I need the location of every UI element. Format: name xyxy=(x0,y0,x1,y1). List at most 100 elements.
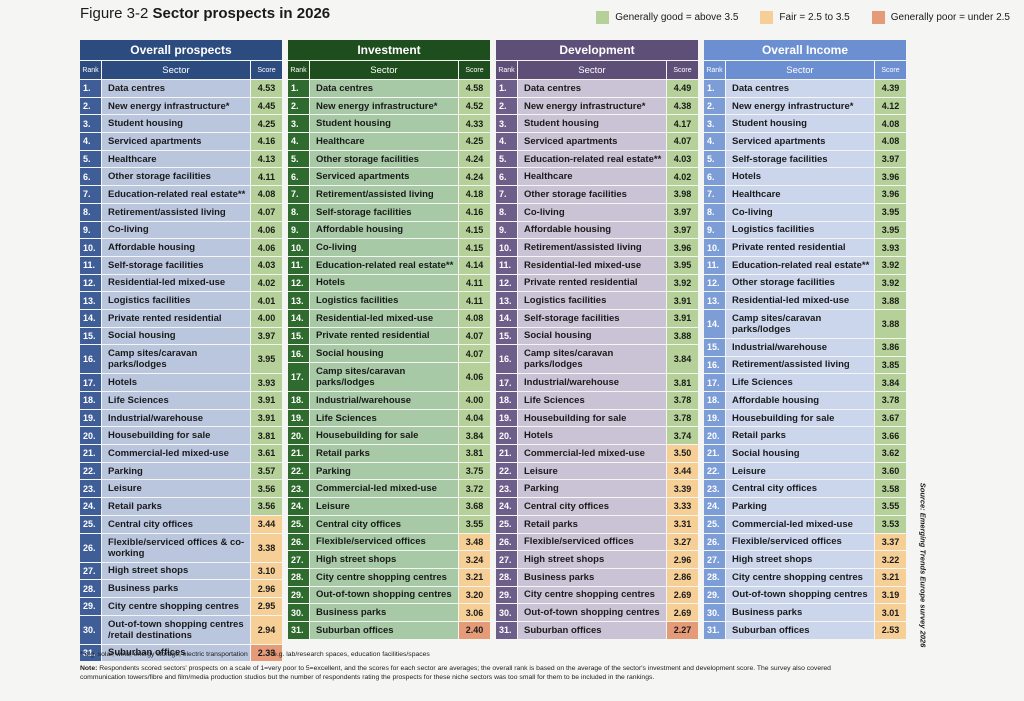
sector-cell: Industrial/warehouse xyxy=(726,338,874,356)
rank-cell: 2. xyxy=(704,97,725,115)
table-row: 18. Life Sciences 3.91 xyxy=(80,392,282,409)
table-row: 1. Data centres 4.53 xyxy=(80,80,282,97)
figure-title-bold: Sector prospects in 2026 xyxy=(152,5,331,22)
sector-cell: Student housing xyxy=(310,115,458,133)
sector-cell: Hotels xyxy=(102,374,250,391)
table-investment: Investment Rank Sector Score 1. Data centres 4… xyxy=(288,40,490,662)
table-row: 3. Student housing 4.08 xyxy=(704,115,906,133)
table-row: 30. Out-of-town shopping centres 2.69 xyxy=(496,604,698,621)
sector-cell: Flexible/serviced offices xyxy=(310,533,458,551)
score-cell: 4.38 xyxy=(667,97,698,115)
sector-cell: Co-living xyxy=(102,221,250,239)
sector-cell: Social housing xyxy=(518,327,666,345)
rank-cell: 13. xyxy=(80,292,101,309)
rank-cell: 28. xyxy=(704,568,725,586)
sector-cell: Central city offices xyxy=(726,480,874,498)
table-row: 26. Flexible/serviced offices 3.37 xyxy=(704,533,906,551)
rank-cell: 7. xyxy=(704,186,725,203)
table-row: 18. Industrial/warehouse 4.00 xyxy=(288,392,490,409)
table-row: 14. Self-storage facilities 3.91 xyxy=(496,309,698,327)
rank-cell: 21. xyxy=(288,445,309,462)
score-cell: 3.96 xyxy=(667,239,698,256)
score-cell: 3.78 xyxy=(667,392,698,409)
column-headers: Rank Sector Score xyxy=(704,61,906,79)
sector-cell: Life Sciences xyxy=(726,374,874,391)
score-cell: 2.53 xyxy=(875,621,906,639)
sector-cell: Co-living xyxy=(518,203,666,221)
sector-cell: Education-related real estate** xyxy=(726,256,874,274)
sector-cell: Healthcare xyxy=(518,168,666,186)
table-row: 24. Retail parks 3.56 xyxy=(80,498,282,515)
rank-cell: 26. xyxy=(704,533,725,551)
score-cell: 4.07 xyxy=(459,327,490,345)
score-cell: 3.60 xyxy=(875,462,906,480)
footnote-single-star: * e.g. solar, wind, energy storage, elec… xyxy=(80,651,248,658)
score-cell: 3.55 xyxy=(875,498,906,515)
table-row: 7. Education-related real estate** 4.08 xyxy=(80,186,282,203)
rank-cell: 31. xyxy=(80,644,101,662)
rank-cell: 15. xyxy=(288,327,309,345)
score-cell: 3.56 xyxy=(251,480,282,498)
rank-cell: 16. xyxy=(80,345,101,374)
table-row: 12. Hotels 4.11 xyxy=(288,274,490,292)
table-row: 8. Co-living 3.95 xyxy=(704,203,906,221)
sector-cell: Other storage facilities xyxy=(310,150,458,168)
figure-title-prefix: Figure 3-2 xyxy=(80,5,153,22)
sector-cell: Serviced apartments xyxy=(726,133,874,150)
sector-cell: Business parks xyxy=(726,604,874,621)
score-cell: 3.21 xyxy=(875,568,906,586)
rank-cell: 25. xyxy=(496,515,517,533)
legend-poor: Generally poor = under 2.5 xyxy=(871,11,1010,24)
rank-cell: 4. xyxy=(288,133,309,150)
score-cell: 3.72 xyxy=(459,480,490,498)
table-row: 15. Private rented residential 4.07 xyxy=(288,327,490,345)
score-cell: 3.31 xyxy=(667,515,698,533)
table-row: 20. Housebuilding for sale 3.84 xyxy=(288,427,490,445)
score-cell: 3.97 xyxy=(875,150,906,168)
table-row: 11. Residential-led mixed-use 3.95 xyxy=(496,256,698,274)
table-row: 21. Commercial-led mixed-use 3.50 xyxy=(496,445,698,462)
rank-cell: 9. xyxy=(704,221,725,239)
rank-cell: 7. xyxy=(496,186,517,203)
sector-cell: Private rented residential xyxy=(102,309,250,327)
rank-cell: 28. xyxy=(288,568,309,586)
table-row: 21. Retail parks 3.81 xyxy=(288,445,490,462)
sector-cell: Student housing xyxy=(726,115,874,133)
score-cell: 4.07 xyxy=(251,203,282,221)
score-cell: 4.08 xyxy=(875,133,906,150)
score-cell: 4.07 xyxy=(667,133,698,150)
sector-cell: Hotels xyxy=(726,168,874,186)
rank-cell: 29. xyxy=(80,597,101,615)
sector-cell: Business parks xyxy=(518,568,666,586)
table-row: 15. Social housing 3.88 xyxy=(496,327,698,345)
rank-cell: 22. xyxy=(288,462,309,480)
sector-cell: Commercial-led mixed-use xyxy=(102,445,250,462)
score-cell: 3.10 xyxy=(251,562,282,580)
score-cell: 3.91 xyxy=(667,292,698,309)
sector-cell: Co-living xyxy=(310,239,458,256)
table-row: 28. City centre shopping centres 3.21 xyxy=(288,568,490,586)
score-cell: 4.08 xyxy=(251,186,282,203)
rank-cell: 27. xyxy=(288,551,309,568)
sector-cell: Education-related real estate** xyxy=(518,150,666,168)
score-cell: 3.84 xyxy=(875,374,906,391)
table-row: 16. Social housing 4.07 xyxy=(288,345,490,362)
rank-cell: 13. xyxy=(288,292,309,309)
table-row: 3. Student housing 4.25 xyxy=(80,115,282,133)
score-cell: 3.92 xyxy=(875,274,906,292)
rank-cell: 23. xyxy=(80,480,101,498)
table-row: 9. Affordable housing 3.97 xyxy=(496,221,698,239)
score-cell: 2.95 xyxy=(251,597,282,615)
rank-cell: 28. xyxy=(80,580,101,597)
column-headers: Rank Sector Score xyxy=(288,61,490,79)
sector-cell: Education-related real estate** xyxy=(102,186,250,203)
table-row: 27. High street shops 3.10 xyxy=(80,562,282,580)
score-cell: 3.81 xyxy=(251,427,282,445)
table-row: 3. Student housing 4.17 xyxy=(496,115,698,133)
table-row: 22. Parking 3.57 xyxy=(80,462,282,480)
column-header-rank: Rank xyxy=(496,61,517,79)
sector-cell: Out-of-town shopping centres /retail des… xyxy=(102,615,250,644)
score-cell: 3.22 xyxy=(875,551,906,568)
table-row: 12. Residential-led mixed-use 4.02 xyxy=(80,274,282,292)
sector-cell: Social housing xyxy=(102,327,250,345)
